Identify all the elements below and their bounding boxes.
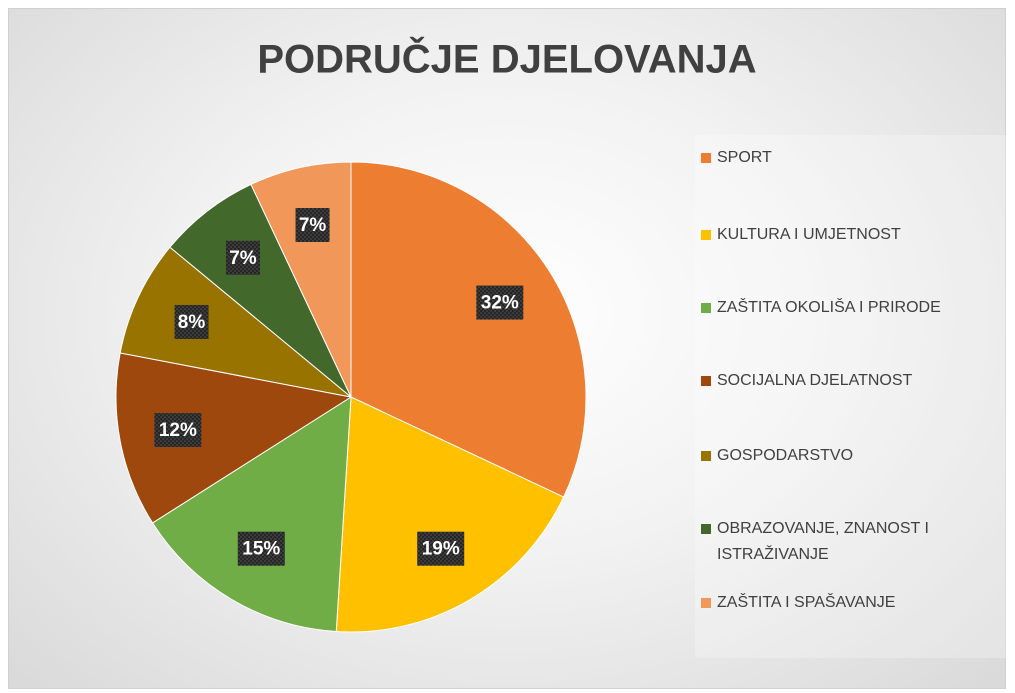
legend-label: SPORT xyxy=(717,149,772,166)
data-label: 7% xyxy=(229,248,257,269)
legend-item: ZAŠTITA I SPAŠAVANJE xyxy=(701,590,1001,616)
pie-slice xyxy=(169,183,352,398)
legend-item: SPORT xyxy=(701,145,1001,171)
pie-slice xyxy=(115,352,353,524)
data-label: 19% xyxy=(422,539,460,560)
legend-label: SOCIJALNA DJELATNOST xyxy=(717,372,913,389)
pie-slice xyxy=(151,396,352,633)
data-label: 8% xyxy=(178,312,206,333)
legend-swatch xyxy=(701,230,711,240)
pie-slice xyxy=(350,161,587,498)
legend-item: KULTURA I UMJETNOST xyxy=(701,222,1001,248)
legend-swatch xyxy=(701,524,711,534)
legend-swatch xyxy=(701,153,711,163)
pie-slice xyxy=(335,396,565,633)
data-label: 7% xyxy=(299,215,327,236)
data-label-box xyxy=(237,531,285,566)
legend-label: KULTURA I UMJETNOST xyxy=(717,226,901,243)
data-label: 12% xyxy=(159,420,197,441)
data-label-box xyxy=(417,531,465,566)
legend-label: ZAŠTITA I SPAŠAVANJE xyxy=(717,594,896,611)
chart-title: PODRUČJE DJELOVANJA xyxy=(257,36,756,82)
legend-swatch xyxy=(701,451,711,461)
legend-swatch xyxy=(701,598,711,608)
data-label-box xyxy=(225,240,260,275)
data-label: 32% xyxy=(481,293,519,314)
legend-swatch xyxy=(701,376,711,386)
legend-item: ZAŠTITA OKOLIŠA I PRIRODE xyxy=(701,295,1001,321)
legend-label: ZAŠTITA OKOLIŠA I PRIRODE xyxy=(717,299,941,316)
legend-label: GOSPODARSTVO xyxy=(717,447,854,464)
legend-item: OBRAZOVANJE, ZNANOST I ISTRAŽIVANJE xyxy=(701,516,1001,568)
pie-slice xyxy=(119,246,352,398)
legend-swatch xyxy=(701,303,711,313)
data-label: 15% xyxy=(242,539,280,560)
legend-item: SOCIJALNA DJELATNOST xyxy=(701,368,1001,394)
legend-item: GOSPODARSTVO xyxy=(701,443,1001,469)
data-label-box xyxy=(476,285,524,320)
data-label-box xyxy=(174,304,209,339)
legend: SPORT KULTURA I UMJETNOST ZAŠTITA OKOLIŠA … xyxy=(695,135,1007,658)
data-label-box xyxy=(295,207,330,242)
legend-label: OBRAZOVANJE, ZNANOST I ISTRAŽIVANJE xyxy=(717,520,929,563)
data-label-box xyxy=(154,413,202,448)
